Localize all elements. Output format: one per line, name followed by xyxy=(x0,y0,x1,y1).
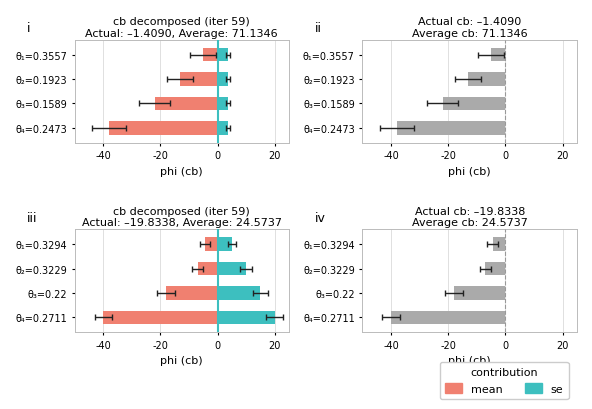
Legend: mean, se: mean, se xyxy=(440,362,569,399)
Text: ii: ii xyxy=(316,22,322,35)
Bar xyxy=(166,287,217,300)
Bar xyxy=(217,238,232,251)
Title: cb decomposed (iter 59)
Actual: –1.4090, Average: 71.1346: cb decomposed (iter 59) Actual: –1.4090,… xyxy=(85,17,278,38)
Bar xyxy=(443,97,506,111)
Title: Actual cb: –19.8338
Average cb: 24.5737: Actual cb: –19.8338 Average cb: 24.5737 xyxy=(412,206,527,228)
Bar xyxy=(217,311,275,324)
X-axis label: phi (cb): phi (cb) xyxy=(160,166,203,176)
Bar xyxy=(217,122,227,135)
Bar xyxy=(103,311,217,324)
Bar xyxy=(203,49,217,62)
Bar xyxy=(198,262,217,276)
Bar xyxy=(491,49,506,62)
Title: cb decomposed (iter 59)
Actual: –19.8338, Average: 24.5737: cb decomposed (iter 59) Actual: –19.8338… xyxy=(82,206,282,228)
X-axis label: phi (cb): phi (cb) xyxy=(160,355,203,365)
Text: i: i xyxy=(27,22,31,35)
Title: Actual cb: –1.4090
Average cb: 71.1346: Actual cb: –1.4090 Average cb: 71.1346 xyxy=(412,17,527,38)
Bar xyxy=(217,73,227,86)
Bar xyxy=(468,73,506,86)
Bar xyxy=(109,122,217,135)
Bar xyxy=(181,73,217,86)
Bar xyxy=(217,262,246,276)
Bar xyxy=(391,311,506,324)
Text: iv: iv xyxy=(316,211,326,224)
Bar xyxy=(217,97,227,111)
Bar xyxy=(454,287,506,300)
Bar xyxy=(155,97,217,111)
Bar xyxy=(217,287,260,300)
Text: iii: iii xyxy=(27,211,38,224)
X-axis label: phi (cb): phi (cb) xyxy=(448,355,491,365)
Bar xyxy=(205,238,217,251)
Bar xyxy=(397,122,506,135)
X-axis label: phi (cb): phi (cb) xyxy=(448,166,491,176)
Bar xyxy=(217,49,227,62)
Bar xyxy=(493,238,506,251)
Bar xyxy=(485,262,506,276)
